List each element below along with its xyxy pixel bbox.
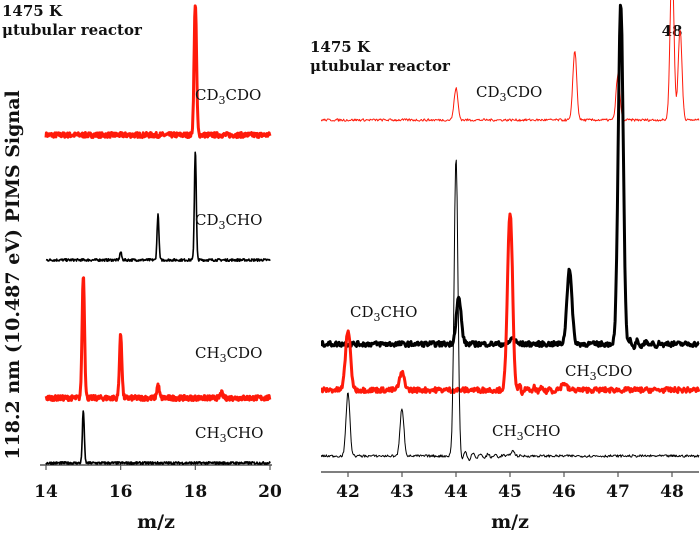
series-label-ch3cho: CH3CHO [195,424,263,445]
condition-annotation: μtubular reactor [310,57,451,75]
x-tick-label: 45 [498,482,522,502]
x-tick-label: 43 [390,482,414,502]
x-tick-label: 46 [552,482,576,502]
series-ch3cdo [321,212,700,396]
x-tick-label: 42 [336,482,360,502]
x-tick-label: 16 [109,482,133,502]
x-tick-label: 14 [34,482,58,502]
series-ch3cho [45,410,271,465]
x-tick-label: 47 [606,482,630,502]
x-axis-label: m/z [137,511,175,533]
series-cd3cho [321,3,700,351]
series-label-cd3cdo: CD3CDO [195,86,261,107]
x-tick-label: 48 [660,482,684,502]
series-label-ch3cdo: CH3CDO [565,362,632,383]
condition-annotation: μtubular reactor [2,21,143,39]
series-label-ch3cdo: CH3CDO [195,344,262,365]
series-label-ch3cho: CH3CHO [492,422,560,443]
condition-annotation: 1475 K [2,2,63,20]
y-axis-label: 118.2 nm (10.487 eV) PIMS Signal [2,90,24,460]
series-label-cd3cho: CD3CHO [195,211,262,232]
series-cd3cho [45,151,271,262]
peak-48-annotation: 48 [662,22,683,40]
series-ch3cdo [44,276,272,402]
x-tick-label: 20 [258,482,282,502]
x-tick-label: 18 [183,482,207,502]
series-label-cd3cdo: CD3CDO [476,83,542,104]
x-axis-label: m/z [491,511,529,533]
series-label-cd3cho: CD3CHO [350,303,417,324]
series-cd3cdo [321,0,700,122]
series-ch3cho [321,159,700,462]
condition-annotation: 1475 K [310,38,371,56]
series-cd3cdo [44,4,272,139]
x-tick-label: 44 [444,482,468,502]
